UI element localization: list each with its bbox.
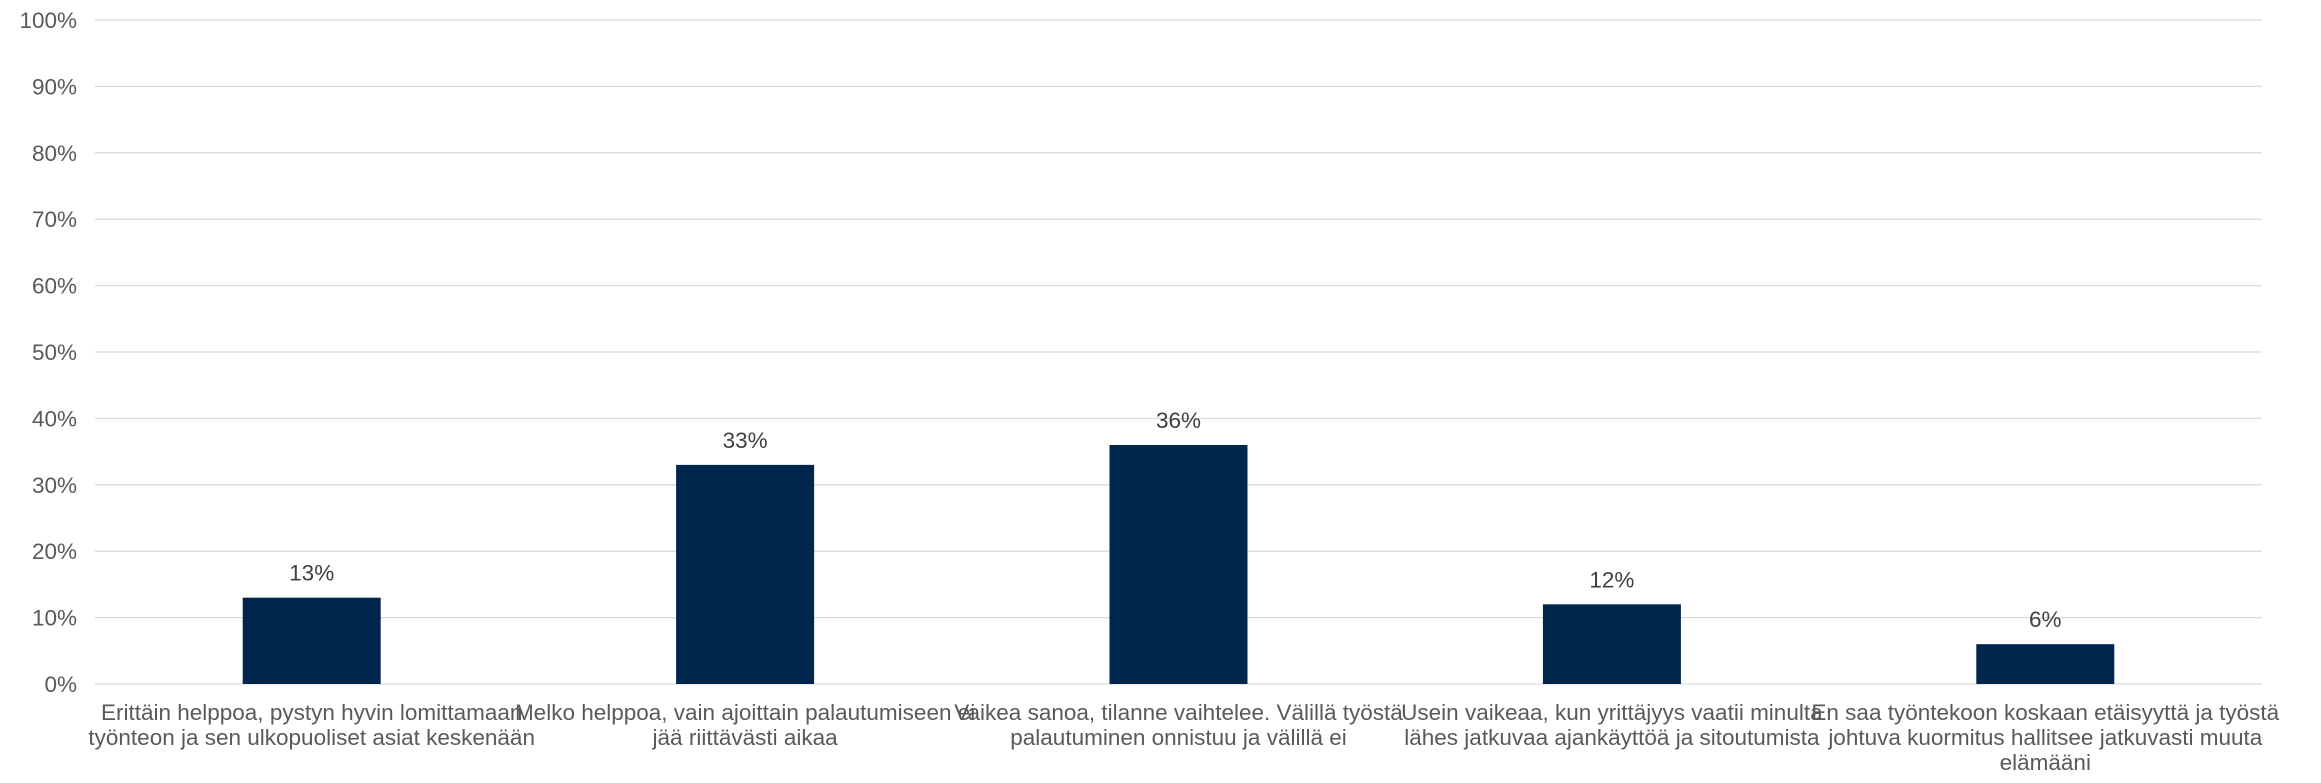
bar — [1542, 604, 1681, 684]
data-label: 36% — [1156, 408, 1201, 433]
x-category-label: En saa työntekoon koskaan etäisyyttä ja … — [1811, 700, 2280, 775]
y-tick-label: 90% — [32, 74, 77, 99]
y-tick-label: 80% — [32, 141, 77, 166]
data-label: 33% — [723, 428, 768, 453]
y-tick-label: 10% — [32, 606, 77, 631]
bar — [676, 464, 815, 684]
y-tick-label: 30% — [32, 473, 77, 498]
data-label: 6% — [2029, 607, 2062, 632]
x-category-label: Usein vaikeaa, kun yrittäjyys vaatii min… — [1401, 700, 1823, 750]
data-label: 13% — [289, 561, 334, 586]
x-category-label: Melko helppoa, vain ajoittain palautumis… — [514, 700, 976, 750]
y-tick-label: 70% — [32, 207, 77, 232]
y-tick-label: 20% — [32, 539, 77, 564]
x-category-label: Erittäin helppoa, pystyn hyvin lomittama… — [88, 700, 535, 750]
bar — [242, 597, 381, 684]
y-tick-label: 100% — [19, 8, 77, 33]
x-category-label: Vaikea sanoa, tilanne vaihtelee. Välillä… — [954, 700, 1403, 750]
y-tick-label: 0% — [44, 672, 77, 697]
y-tick-label: 50% — [32, 340, 77, 365]
data-label: 12% — [1589, 567, 1634, 592]
bar — [1976, 644, 2115, 684]
y-tick-label: 40% — [32, 406, 77, 431]
bar — [1109, 444, 1248, 684]
y-tick-label: 60% — [32, 274, 77, 299]
